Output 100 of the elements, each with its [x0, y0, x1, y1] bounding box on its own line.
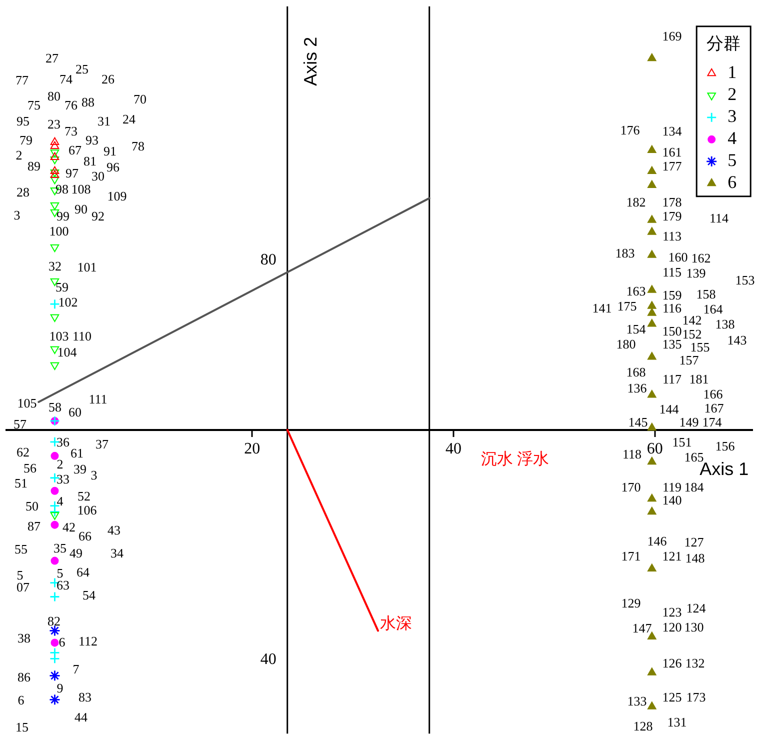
- annotation: 111: [88, 391, 108, 406]
- annotation: 91: [104, 143, 116, 158]
- x-tick-label: 60: [646, 440, 663, 458]
- annotation: 77: [16, 72, 29, 88]
- annotation: 75: [28, 97, 40, 112]
- annotation: 30: [92, 168, 104, 184]
- annotation: 83: [78, 689, 92, 704]
- annotation: 180: [616, 336, 636, 352]
- annotation: 182: [626, 194, 646, 210]
- annotation: 112: [78, 633, 98, 648]
- annotation: 15: [16, 719, 28, 734]
- annotation: 93: [86, 132, 98, 148]
- annotation: 117: [662, 371, 682, 386]
- annotation: 166: [703, 386, 724, 402]
- annotation: 110: [72, 328, 92, 344]
- annotation: 134: [662, 123, 682, 138]
- annotation: 106: [77, 502, 98, 518]
- annotation: 108: [71, 181, 91, 196]
- annotation: 181: [689, 371, 709, 386]
- annotation: 132: [685, 655, 705, 670]
- annotation: 160: [668, 249, 688, 264]
- annotation: 44: [74, 709, 88, 724]
- annotation: 177: [662, 158, 682, 174]
- annotation: 139: [686, 265, 706, 280]
- annotation: 121: [662, 548, 682, 564]
- annotation: 179: [662, 208, 682, 224]
- annotation: 131: [667, 714, 687, 730]
- annotation: 95: [16, 113, 30, 128]
- annotation: 168: [626, 364, 646, 380]
- annotation: 沉水 浮水: [481, 450, 549, 468]
- annotation: 175: [617, 298, 637, 314]
- annotation: 176: [620, 122, 640, 138]
- legend-label: 2: [728, 84, 737, 104]
- annotation: 26: [102, 71, 115, 86]
- annotation: 51: [14, 475, 28, 490]
- annotation: 31: [98, 113, 110, 128]
- annotation: 124: [686, 600, 706, 616]
- annotation: 140: [662, 492, 682, 508]
- annotation: 98: [56, 181, 68, 196]
- annotation: 37: [96, 436, 109, 452]
- annotation: 33: [56, 471, 70, 486]
- annotation: 174: [702, 414, 722, 430]
- annotation: 2: [16, 147, 22, 162]
- annotation: 66: [78, 528, 92, 544]
- annotation: 135: [662, 336, 682, 352]
- annotation: 32: [48, 258, 62, 274]
- legend-title: 分群: [706, 34, 741, 53]
- annotation: 101: [77, 259, 97, 274]
- annotation: 130: [684, 619, 704, 634]
- annotation: 167: [704, 400, 724, 416]
- annotation: 6: [58, 634, 66, 650]
- annotation: 150: [662, 323, 682, 338]
- annotation: 129: [621, 595, 641, 610]
- annotation: 3: [90, 467, 98, 482]
- annotation: 87: [28, 518, 41, 534]
- annotation: 114: [709, 210, 729, 226]
- annotation: 50: [26, 498, 38, 514]
- annotation: 49: [70, 545, 82, 560]
- annotation: 147: [632, 620, 652, 636]
- legend-label: 5: [728, 150, 737, 170]
- annotation: 116: [662, 300, 682, 316]
- annotation: 89: [28, 158, 40, 174]
- annotation: 27: [46, 50, 59, 66]
- annotation: 141: [592, 300, 612, 316]
- annotation: 60: [68, 404, 82, 420]
- annotation: 3: [14, 207, 20, 222]
- annotation: 82: [48, 613, 60, 628]
- annotation: 2: [56, 456, 64, 472]
- annotation: 103: [49, 328, 69, 344]
- annotation: 144: [659, 401, 680, 416]
- annotation: 55: [14, 541, 28, 556]
- annotation: 151: [672, 434, 692, 450]
- annotation: 128: [633, 718, 653, 734]
- annotation: 96: [106, 159, 120, 174]
- annotation: 105: [17, 395, 37, 410]
- annotation: 24: [122, 111, 136, 126]
- annotation: 143: [727, 332, 747, 348]
- annotation: 145: [628, 414, 648, 430]
- annotation: 25: [76, 61, 88, 76]
- annotation: 120: [662, 619, 682, 634]
- legend-label: 1: [728, 62, 737, 82]
- annotation: 23: [48, 116, 60, 132]
- annotation: 165: [684, 449, 704, 464]
- annotation: 36: [56, 434, 70, 450]
- annotation: 178: [662, 194, 682, 210]
- x-tick-label: 20: [244, 440, 260, 458]
- annotation: 123: [662, 604, 682, 620]
- annotation: 164: [703, 301, 724, 316]
- annotation: 161: [662, 144, 682, 160]
- annotation: 127: [684, 534, 704, 550]
- annotation: 115: [662, 264, 682, 280]
- annotation: 156: [715, 438, 736, 454]
- annotation: 125: [662, 689, 682, 704]
- annotation: 104: [57, 344, 78, 360]
- annotation: 88: [82, 94, 94, 110]
- annotation: 154: [626, 321, 646, 336]
- annotation: 157: [679, 352, 700, 368]
- annotation: 155: [690, 339, 710, 354]
- annotation: 173: [686, 689, 706, 704]
- annotation: 119: [662, 479, 682, 494]
